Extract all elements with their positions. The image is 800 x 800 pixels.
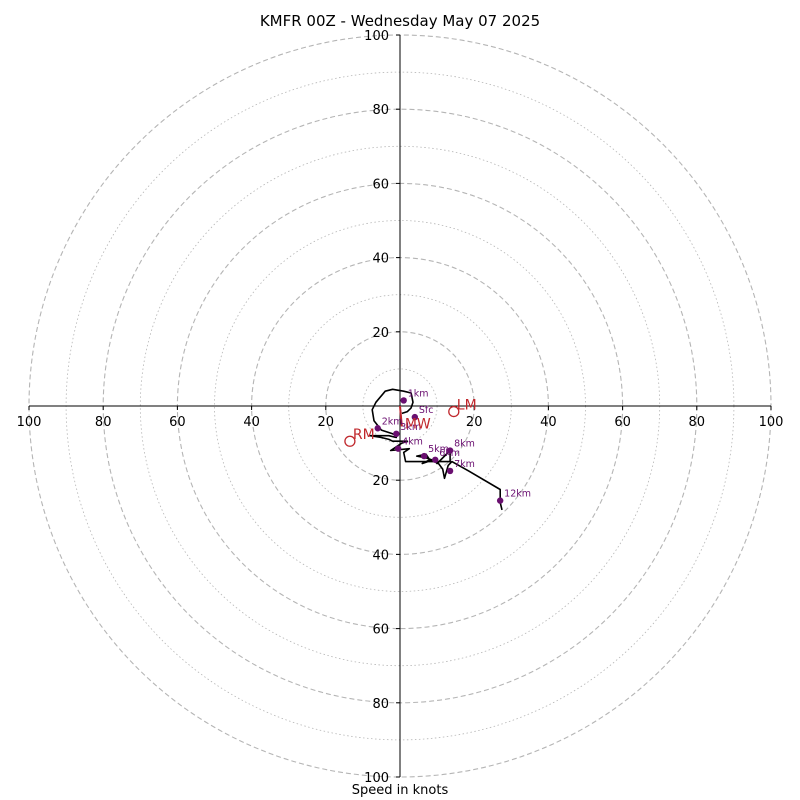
x-tick-label: 100 — [17, 415, 42, 430]
height-marker-label: 12km — [504, 489, 531, 500]
height-marker — [411, 413, 419, 421]
y-tick-label: 80 — [372, 103, 389, 118]
x-tick-label: 100 — [759, 415, 784, 430]
mean-wind-label: MW — [405, 416, 431, 432]
x-tick-label: 80 — [95, 415, 112, 430]
y-tick-label: 20 — [372, 326, 389, 341]
y-tick-label: 60 — [372, 177, 389, 192]
height-marker — [393, 430, 400, 438]
height-marker-label: 2km — [382, 416, 403, 427]
height-marker — [400, 397, 407, 404]
storm-motion-marker — [344, 435, 356, 447]
x-tick-label: 20 — [318, 415, 335, 430]
y-tick-label: 80 — [372, 697, 389, 712]
storm-motion-marker — [448, 405, 460, 418]
y-tick-label: 100 — [364, 771, 389, 786]
height-marker-label: 3km — [400, 422, 421, 433]
height-marker-label: 7km — [454, 459, 475, 470]
y-tick-label: 60 — [372, 623, 389, 638]
x-tick-label: 20 — [466, 415, 483, 430]
x-tick-label: 40 — [540, 415, 557, 430]
y-tick-label: 40 — [372, 548, 389, 563]
height-marker-label: 1km — [408, 388, 429, 399]
storm-motion-label: LM — [457, 398, 477, 414]
y-tick-label: 40 — [372, 252, 389, 267]
y-tick-label: 100 — [364, 29, 389, 44]
height-marker — [496, 497, 504, 504]
height-marker — [446, 447, 454, 454]
height-marker-label: 4km — [402, 437, 423, 448]
chart-title: KMFR 00Z - Wednesday May 07 2025 — [259, 12, 541, 30]
height-marker-label: Sfc — [419, 405, 434, 416]
height-marker — [420, 452, 428, 460]
height-marker — [374, 425, 381, 432]
height-marker — [432, 456, 439, 463]
y-tick-label: 20 — [372, 474, 389, 489]
storm-motion-label: RM — [353, 427, 375, 443]
height-marker — [446, 467, 454, 475]
mean-wind-vector — [399, 405, 403, 427]
x-tick-label: 60 — [169, 415, 186, 430]
height-marker-label: 5km — [428, 444, 449, 455]
x-tick-label: 80 — [689, 415, 706, 430]
height-marker-label: 8km — [454, 439, 475, 450]
height-marker — [394, 445, 402, 452]
x-tick-label: 40 — [243, 415, 260, 430]
x-tick-label: 60 — [614, 415, 631, 430]
x-axis-label: Speed in knots — [351, 783, 449, 798]
